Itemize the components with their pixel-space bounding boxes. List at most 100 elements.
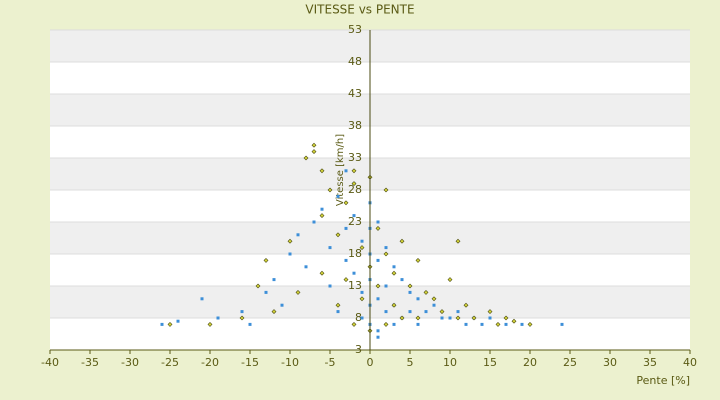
- point: [288, 252, 292, 256]
- point: [351, 321, 357, 327]
- point: [376, 220, 380, 224]
- point: [447, 277, 453, 283]
- point: [160, 322, 164, 326]
- point: [216, 316, 220, 320]
- x-tick-label: -25: [161, 356, 179, 369]
- point: [351, 168, 357, 174]
- point: [431, 296, 437, 302]
- point: [272, 278, 276, 282]
- point: [399, 315, 405, 321]
- point: [439, 309, 445, 315]
- point: [384, 246, 388, 250]
- point: [455, 315, 461, 321]
- point: [239, 315, 245, 321]
- point: [520, 322, 524, 326]
- point: [376, 335, 380, 339]
- point: [488, 316, 492, 320]
- x-tick-label: 15: [483, 356, 497, 369]
- point: [392, 322, 396, 326]
- point: [383, 187, 389, 193]
- point: [320, 207, 324, 211]
- point: [399, 238, 405, 244]
- point: [391, 302, 397, 308]
- x-tick-label: -40: [41, 356, 59, 369]
- point: [487, 309, 493, 315]
- point: [391, 270, 397, 276]
- y-tick-label: 8: [355, 311, 362, 324]
- point: [280, 303, 284, 307]
- point: [336, 310, 340, 314]
- point: [360, 316, 364, 320]
- point: [311, 142, 317, 148]
- point: [400, 278, 404, 282]
- point: [375, 283, 381, 289]
- point: [328, 246, 332, 250]
- point: [511, 318, 517, 324]
- point: [311, 149, 317, 155]
- point: [360, 239, 364, 243]
- y-tick-label: 23: [348, 215, 362, 228]
- point: [416, 322, 420, 326]
- point: [263, 257, 269, 263]
- point: [271, 309, 277, 315]
- point: [352, 214, 356, 218]
- point: [351, 181, 357, 187]
- point: [240, 310, 244, 314]
- point: [207, 321, 213, 327]
- point: [360, 290, 364, 294]
- point: [408, 310, 412, 314]
- x-tick-label: 5: [407, 356, 414, 369]
- point: [344, 258, 348, 262]
- y-tick-label: 53: [348, 23, 362, 36]
- point: [383, 321, 389, 327]
- x-tick-label: -15: [241, 356, 259, 369]
- point: [327, 187, 333, 193]
- point: [503, 315, 509, 321]
- point: [407, 283, 413, 289]
- y-tick-label: 18: [348, 247, 362, 260]
- point: [359, 296, 365, 302]
- point: [384, 310, 388, 314]
- x-tick-label: 0: [367, 356, 374, 369]
- point: [463, 302, 469, 308]
- point: [352, 271, 356, 275]
- x-tick-label: 25: [563, 356, 577, 369]
- y-axis-label: Vitesse [km/h]: [335, 134, 346, 206]
- point: [376, 258, 380, 262]
- point: [456, 310, 460, 314]
- x-tick-label: -10: [281, 356, 299, 369]
- point: [296, 233, 300, 237]
- point: [295, 289, 301, 295]
- y-tick-label: 38: [348, 119, 362, 132]
- point: [255, 283, 261, 289]
- point: [167, 321, 173, 327]
- x-tick-label: -5: [325, 356, 336, 369]
- x-tick-label: 35: [643, 356, 657, 369]
- y-tick-label: 33: [348, 151, 362, 164]
- point: [312, 220, 316, 224]
- point: [248, 322, 252, 326]
- point: [560, 322, 564, 326]
- point: [495, 321, 501, 327]
- point: [319, 270, 325, 276]
- y-tick-label: 28: [348, 183, 362, 196]
- point: [336, 194, 340, 198]
- chart-title: VITESSE vs PENTE: [305, 3, 414, 17]
- x-tick-label: 20: [523, 356, 537, 369]
- point: [423, 289, 429, 295]
- point: [287, 238, 293, 244]
- point: [408, 290, 412, 294]
- point: [335, 302, 341, 308]
- point: [200, 297, 204, 301]
- point: [304, 265, 308, 269]
- point: [303, 155, 309, 161]
- point: [343, 277, 349, 283]
- point: [359, 245, 365, 251]
- point: [375, 225, 381, 231]
- point: [343, 200, 349, 206]
- point: [455, 238, 461, 244]
- x-axis-label: Pente [%]: [636, 374, 690, 387]
- point: [319, 168, 325, 174]
- point: [264, 290, 268, 294]
- y-tick-label: 43: [348, 87, 362, 100]
